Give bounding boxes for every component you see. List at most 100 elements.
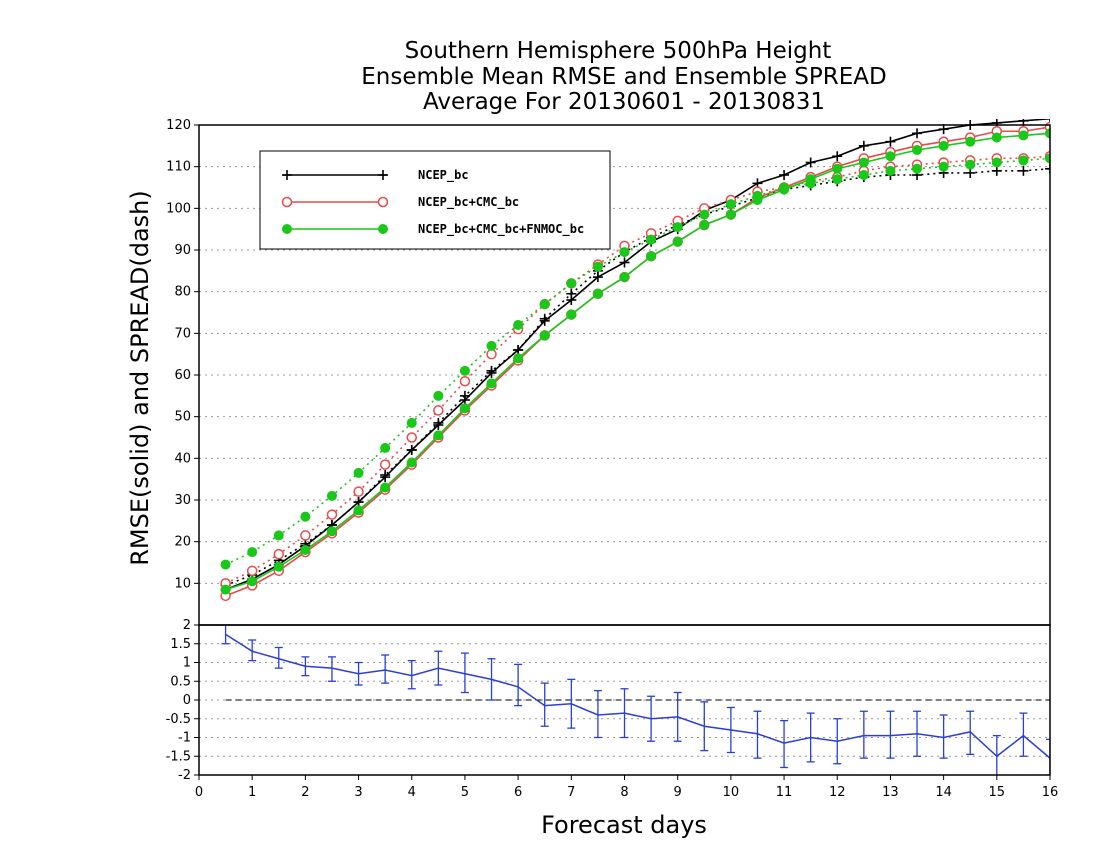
x-tick-label: 4 — [408, 785, 416, 800]
chart-title-line-2: Ensemble Mean RMSE and Ensemble SPREAD — [361, 64, 886, 90]
upper-y-tick-label: 30 — [174, 493, 191, 508]
filled-circle-marker — [433, 430, 444, 441]
filled-circle-marker — [326, 490, 337, 501]
filled-circle-marker — [353, 505, 364, 516]
filled-circle-marker — [646, 251, 657, 262]
open-circle-marker — [406, 432, 417, 443]
lower-y-tick-label: -0.5 — [166, 712, 191, 727]
open-circle-marker — [281, 196, 293, 208]
x-tick-label: 12 — [829, 785, 846, 800]
upper-y-tick-label: 20 — [174, 535, 191, 550]
chart-title-line-1: Southern Hemisphere 500hPa Height — [405, 38, 832, 64]
upper-y-ticks: 10 20 30 40 50 60 70 80 90 100 110 120 — [166, 118, 199, 591]
filled-circle-marker — [300, 545, 311, 555]
filled-circle-marker — [592, 261, 603, 272]
filled-circle-marker — [406, 417, 417, 428]
legend-entry: NCEP_bc+CMC_bc — [281, 195, 519, 210]
filled-circle-marker — [619, 272, 630, 283]
filled-circle-marker — [965, 136, 976, 147]
x-tick-label: 5 — [461, 785, 469, 800]
x-tick-label: 14 — [935, 785, 952, 800]
x-tick-label: 16 — [1042, 785, 1059, 800]
filled-circle-marker — [1018, 155, 1029, 166]
filled-circle-marker — [273, 561, 284, 572]
filled-circle-marker — [282, 224, 292, 234]
open-circle-marker — [246, 565, 258, 577]
lower-y-ticks: -2 -1.5 -1 -0.5 0 0.5 1 1.5 2 — [166, 618, 199, 783]
filled-circle-marker — [858, 157, 869, 168]
filled-circle-marker — [566, 278, 577, 289]
filled-circle-marker — [832, 174, 843, 185]
lower-y-tick-label: 1.5 — [170, 637, 191, 652]
filled-circle-marker — [459, 403, 470, 414]
x-tick-label: 0 — [195, 785, 203, 800]
upper-y-tick-label: 50 — [174, 410, 191, 425]
open-circle-marker — [326, 509, 338, 520]
lower-y-tick-label: 0.5 — [170, 674, 191, 689]
upper-y-tick-label: 70 — [174, 326, 191, 341]
filled-circle-marker — [539, 299, 550, 310]
filled-circle-marker — [858, 170, 869, 180]
filled-circle-marker — [273, 530, 284, 541]
upper-y-tick-label: 110 — [166, 160, 191, 175]
x-tick-label: 6 — [514, 785, 522, 800]
difference-series-group — [221, 625, 1050, 775]
filled-circle-marker — [513, 320, 524, 330]
x-tick-label: 11 — [776, 785, 793, 800]
x-tick-label: 10 — [723, 785, 740, 800]
x-axis-ticks: 0 1 2 3 4 5 6 7 8 9 10 11 12 13 14 15 16 — [195, 775, 1058, 800]
x-tick-label: 7 — [567, 785, 575, 800]
filled-circle-marker — [912, 163, 923, 174]
open-circle-marker — [377, 196, 389, 208]
open-circle-marker — [459, 376, 471, 387]
filled-circle-marker — [353, 467, 364, 478]
upper-y-tick-label: 90 — [174, 243, 191, 258]
lower-y-tick-label: -1 — [178, 731, 191, 746]
x-tick-label: 13 — [882, 785, 899, 800]
upper-series-group — [220, 119, 1050, 602]
rmse-spread-panel: 10 20 30 40 50 60 70 80 90 100 110 120 — [166, 118, 1051, 626]
filled-circle-marker — [619, 247, 630, 258]
filled-circle-marker — [938, 161, 949, 172]
legend-label: NCEP_bc+CMC_bc — [418, 195, 519, 210]
filled-circle-marker — [486, 378, 497, 389]
filled-circle-marker — [991, 157, 1002, 168]
x-axis-label: Forecast days — [541, 811, 707, 839]
filled-circle-marker — [220, 559, 231, 570]
filled-circle-marker — [991, 132, 1002, 143]
filled-circle-marker — [779, 182, 790, 193]
filled-circle-marker — [1045, 153, 1050, 164]
filled-circle-marker — [566, 309, 577, 320]
filled-circle-marker — [672, 222, 683, 233]
legend-entry: NCEP_bc — [282, 168, 469, 183]
filled-circle-marker — [300, 511, 311, 522]
lower-plot-frame — [198, 624, 1051, 776]
lower-y-tick-label: 2 — [183, 618, 191, 633]
filled-circle-marker — [247, 547, 258, 558]
legend-entry: NCEP_bc+CMC_bc+FNMOC_bc — [282, 222, 584, 237]
y-axis-label: RMSE(solid) and SPREAD(dash) — [126, 190, 154, 566]
legend-box — [259, 150, 611, 250]
filled-circle-marker — [752, 190, 763, 201]
filled-circle-marker — [832, 163, 843, 174]
filled-circle-marker — [220, 584, 231, 595]
filled-circle-marker — [885, 165, 896, 176]
filled-circle-marker — [646, 234, 657, 245]
lower-y-tick-label: -1.5 — [166, 749, 191, 764]
upper-y-tick-label: 40 — [174, 451, 191, 466]
filled-circle-marker — [805, 178, 816, 189]
filled-circle-marker — [378, 224, 388, 234]
open-circle-marker — [379, 459, 391, 470]
upper-y-tick-label: 120 — [166, 118, 191, 133]
filled-circle-marker — [965, 159, 976, 170]
legend-label: NCEP_bc+CMC_bc+FNMOC_bc — [418, 222, 584, 237]
chart-title-line-3: Average For 20130601 - 20130831 — [423, 89, 825, 115]
lower-y-tick-label: -2 — [178, 768, 191, 783]
filled-circle-marker — [380, 442, 391, 453]
legend-label: NCEP_bc — [418, 168, 469, 183]
filled-circle-marker — [885, 151, 896, 162]
filled-circle-marker — [699, 209, 710, 220]
filled-circle-marker — [380, 482, 391, 493]
filled-circle-marker — [459, 365, 470, 376]
